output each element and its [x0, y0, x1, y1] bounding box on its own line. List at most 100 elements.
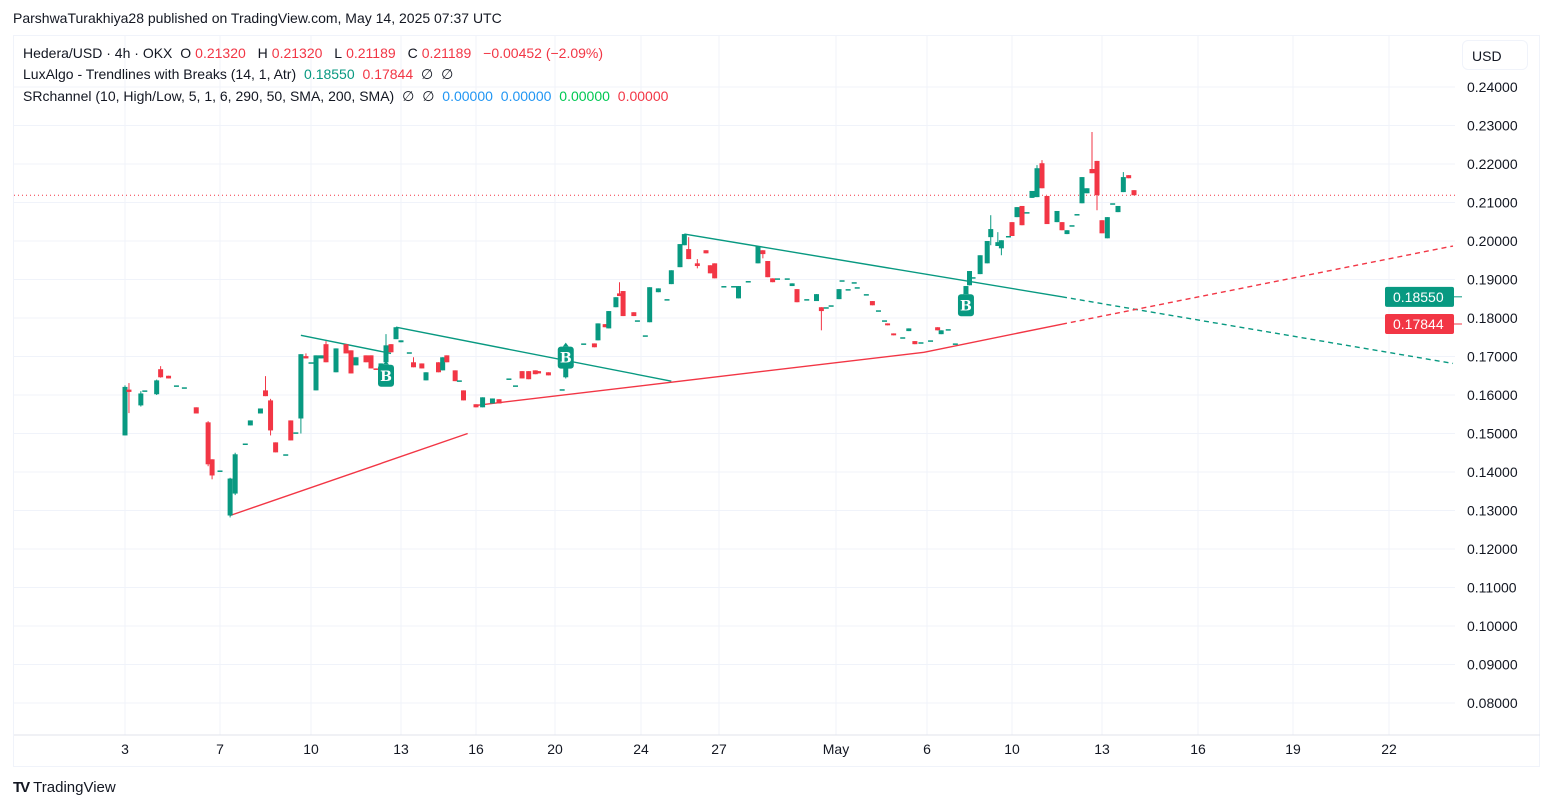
candle-up: [677, 244, 683, 268]
candle-down: [1019, 205, 1025, 226]
candle-up: [1069, 225, 1075, 227]
break-label-badge: [378, 364, 394, 387]
candle-down: [473, 404, 479, 408]
candle-up: [900, 337, 906, 339]
candle-up: [489, 398, 495, 404]
time-axis-label: 7: [216, 741, 224, 757]
candle-down: [158, 369, 164, 378]
time-axis-label: 24: [633, 741, 649, 757]
legend-indicator-luxalgo[interactable]: LuxAlgo - Trendlines with Breaks (14, 1,…: [23, 66, 457, 83]
candle-up: [970, 277, 976, 279]
candle-up: [293, 432, 299, 434]
tradingview-logo[interactable]: TV TradingView: [13, 779, 116, 796]
symbol-title[interactable]: Hedera/USD · 4h · OKX: [23, 45, 173, 61]
candle-down: [519, 371, 525, 379]
candle-down: [617, 293, 622, 297]
candle-up: [1084, 188, 1090, 194]
resistance-trendline: [395, 326, 672, 382]
time-axis-label: May: [823, 741, 849, 757]
candle-down: [591, 343, 597, 348]
candle-down: [694, 263, 700, 267]
change-value: −0.00452 (−2.09%): [483, 45, 604, 61]
currency-button[interactable]: USD: [1462, 40, 1528, 70]
indicator-value: 0.00000: [500, 88, 552, 104]
candle-up: [882, 320, 888, 322]
legend-symbol-row: Hedera/USD · 4h · OKX O 0.21320 H 0.21320 …: [23, 45, 604, 61]
candle-up: [1005, 235, 1011, 238]
candle-down: [273, 442, 279, 453]
candle-up: [606, 311, 612, 329]
price-badge-label: 0.18550: [1393, 289, 1444, 305]
candle-up: [647, 287, 653, 323]
candle-down: [703, 250, 709, 254]
candle-up: [998, 240, 1004, 249]
candle-up: [122, 386, 128, 436]
candle-up: [836, 289, 842, 300]
break-label-pointer: [383, 360, 389, 365]
candle-up: [938, 330, 944, 335]
candle-up: [828, 305, 834, 307]
candle-down: [1131, 190, 1137, 196]
indicator-value: 0.00000: [617, 88, 669, 104]
candle-up: [804, 299, 810, 301]
candle-down: [303, 356, 309, 359]
indicator-value: 0.00000: [442, 88, 493, 104]
candle-up: [1104, 217, 1110, 239]
price-axis-label: 0.10000: [1467, 618, 1518, 634]
indicator-na: ∅: [441, 66, 454, 82]
candle-down: [452, 370, 458, 382]
candle-up: [823, 307, 829, 309]
candle-down: [323, 344, 329, 363]
candle-up: [333, 348, 339, 373]
candle-up: [383, 345, 389, 363]
candle-up: [398, 340, 404, 343]
break-label-pointer: [562, 342, 569, 347]
candle-up: [406, 352, 412, 354]
candle-up: [181, 387, 187, 389]
candle-down: [545, 372, 551, 376]
candle-up: [789, 283, 795, 287]
candle-up: [513, 385, 518, 387]
price-axis-label: 0.11000: [1467, 580, 1517, 596]
candle-up: [906, 328, 912, 332]
candle-down: [935, 327, 941, 331]
price-axis-label: 0.20000: [1467, 233, 1518, 249]
indicator-value: 0.00000: [559, 88, 610, 104]
candle-up: [977, 255, 983, 275]
candle-up: [506, 378, 512, 380]
price-badge: [1385, 286, 1454, 307]
candle-up: [918, 342, 924, 344]
publisher-caption: ParshwaTurakhiya28 published on TradingV…: [13, 10, 502, 26]
legend-indicator-srchannel[interactable]: SRchannel (10, High/Low, 5, 1, 6, 290, 5…: [23, 88, 672, 105]
indicator-name: LuxAlgo - Trendlines with Breaks (14, 1,…: [23, 66, 297, 82]
indicator-value: 0.18550: [304, 66, 355, 82]
candle-up: [313, 355, 319, 391]
resistance-trendline: [684, 233, 1063, 298]
chart-frame: [13, 35, 1540, 767]
price-axis-label: 0.22000: [1467, 156, 1518, 172]
candle-down: [1089, 169, 1095, 174]
candle-up: [745, 281, 751, 283]
candle-down: [912, 341, 918, 345]
candle-down: [526, 371, 532, 380]
candle-up: [1079, 177, 1085, 204]
price-badge-label: 0.17844: [1393, 316, 1444, 332]
candle-up: [440, 357, 446, 371]
candle-down: [1099, 220, 1105, 234]
indicator-value: 0.17844: [362, 66, 414, 82]
candle-up: [967, 271, 972, 286]
candle-down: [818, 307, 824, 312]
candle-down: [436, 362, 441, 373]
candle-up: [581, 343, 587, 345]
candle-down: [209, 459, 215, 476]
candle-down: [388, 344, 394, 353]
candle-up: [642, 335, 648, 337]
time-axis-label: 16: [468, 741, 484, 757]
price-axis-label: 0.14000: [1467, 464, 1518, 480]
candle-down: [536, 371, 542, 374]
time-axis-label: 6: [923, 741, 931, 757]
candle-up: [928, 340, 934, 342]
candle-down: [263, 390, 268, 397]
candle-up: [839, 280, 845, 282]
